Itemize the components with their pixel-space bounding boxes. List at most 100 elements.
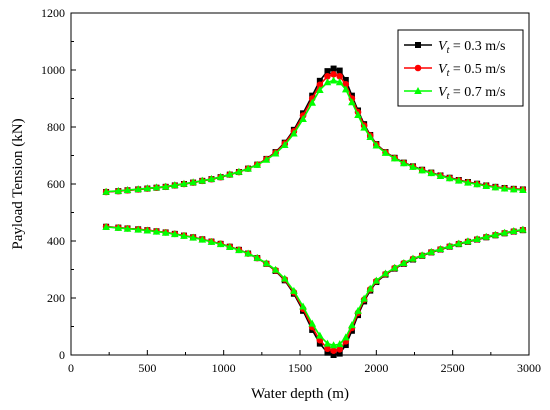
data-point [436,244,445,252]
data-point [482,181,491,189]
data-point [342,80,350,88]
legend-label: Vt = 0.5 m/s [438,62,505,79]
data-point [372,141,381,149]
data-point [336,67,343,74]
data-point [336,350,343,357]
data-point [381,269,390,277]
data-point [445,242,454,250]
data-point [323,78,332,86]
series-2 [102,70,527,355]
data-point [280,274,289,282]
data-point [335,340,344,348]
y-tick-label: 600 [47,177,65,191]
data-point [207,174,216,182]
data-point [134,185,142,193]
data-point [491,183,500,191]
data-point [342,85,350,93]
data-point [123,185,132,193]
x-tick-label: 2500 [441,361,465,375]
data-point [464,178,472,186]
data-point [342,76,349,83]
data-point [198,176,207,184]
legend-item: Vt = 0.7 m/s [404,85,505,102]
legend-label: Vt = 0.3 m/s [438,39,505,56]
data-point [354,111,362,119]
data-point [400,159,408,167]
data-point [324,345,331,353]
data-point [330,352,337,358]
data-point [171,181,179,189]
data-point [299,115,307,123]
data-point [390,263,399,271]
data-point [360,123,368,131]
data-point [454,239,463,247]
data-point [152,227,161,235]
legend-item: Vt = 0.3 m/s [404,39,505,56]
data-point [253,160,262,168]
data-point [329,341,338,349]
data-point [235,167,243,175]
data-point [114,186,123,194]
data-point [464,237,472,245]
data-point [216,240,225,248]
data-point [381,148,390,156]
data-point [316,340,323,347]
data-point [336,346,343,353]
data-point [189,178,197,186]
x-tick-label: 500 [138,361,156,375]
y-axis-label: Payload Tension (kN) [10,118,26,249]
data-point [445,174,454,182]
legend-item: Vt = 0.5 m/s [404,62,505,79]
x-tick-label: 1500 [288,361,312,375]
data-point [114,223,123,231]
data-point [143,226,152,234]
data-point [329,76,338,84]
series-3 [102,76,527,349]
data-point [271,149,280,157]
data-point [180,179,188,187]
x-tick-label: 2000 [364,361,388,375]
legend: Vt = 0.3 m/s Vt = 0.5 m/s Vt = 0.7 m/s [397,29,524,107]
data-point [324,68,331,75]
data-point [372,276,381,284]
data-point [244,164,252,172]
data-point [336,72,343,80]
data-point [330,65,337,72]
y-tick-label: 1000 [41,63,65,77]
data-point [253,253,262,261]
data-point [290,129,298,137]
x-tick-label: 3000 [517,361,541,375]
x-tick-label: 1000 [212,361,236,375]
data-point [271,265,280,273]
data-point [290,286,298,294]
data-point [316,331,324,339]
data-point [262,259,271,267]
data-point [342,342,349,349]
data-point [436,172,445,180]
data-point [390,154,399,162]
data-point [330,347,337,355]
data-point [161,228,170,236]
data-point [102,223,110,231]
data-point [342,333,350,341]
data-point [244,249,252,257]
y-tick-label: 800 [47,120,65,134]
data-point [308,98,317,106]
data-point [324,72,331,80]
y-tick-label: 0 [59,348,65,362]
data-point [189,233,197,241]
series-1 [103,65,526,358]
data-point [519,225,527,233]
data-point [509,227,518,235]
data-point [509,185,518,193]
data-point [180,231,188,239]
legend-swatch-marker [414,64,422,72]
y-tick-label: 1200 [41,6,65,20]
data-point [324,349,331,356]
data-point [360,294,368,302]
data-point [418,251,426,259]
data-point [198,235,207,243]
data-point [427,169,436,177]
axis-ticks: 0 500 1000 1500 2000 2500 3000 0 200 400 600 800 100… [41,6,541,375]
data-point [366,132,375,140]
